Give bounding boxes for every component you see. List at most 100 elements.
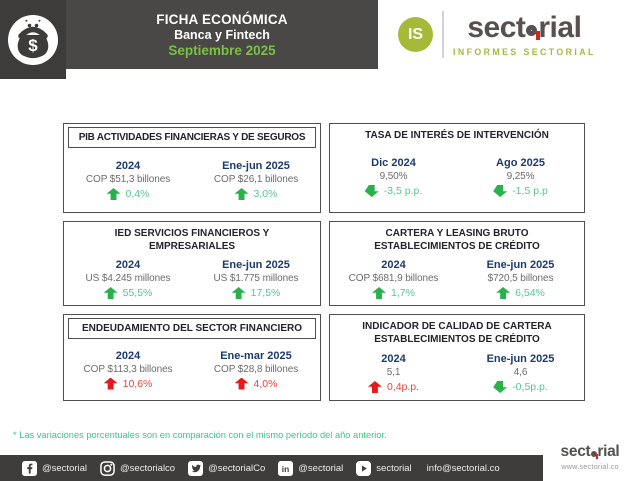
stat-value: 4,6	[513, 367, 528, 378]
stat-block: 2024 COP $681,9 billones 1,7%	[330, 259, 457, 299]
stat-change: -3,5 p.p.	[383, 185, 423, 197]
brand-tagline: INFORMES SECTORIAL	[453, 46, 596, 57]
stat-change: 4,0%	[253, 377, 278, 390]
trend-arrow-icon	[103, 377, 118, 390]
facebook-link[interactable]: @sectorial	[22, 460, 88, 476]
stat-block: 2024 5,1 0,4p.p.	[330, 353, 457, 393]
brand-name-pre: sect	[467, 10, 526, 44]
card-endeudamiento: ENDEUDAMIENTO DEL SECTOR FINANCIERO 2024…	[63, 314, 321, 401]
linkedin-icon: in	[278, 460, 294, 476]
brand-wordmark: sect rial	[467, 10, 582, 44]
contact-email[interactable]: info@sectorial.co	[426, 462, 500, 474]
stat-value: 9,50%	[379, 171, 408, 182]
card-title: IED SERVICIOS FINANCIEROS Y EMPRESARIALE…	[114, 228, 270, 252]
twitter-handle: @sectorialCo	[208, 462, 266, 474]
stat-change: 1,7%	[391, 287, 415, 299]
stat-block: Ene-jun 2025 4,6 -0,5p.p.	[457, 353, 584, 393]
trend-arrow-icon	[367, 381, 382, 393]
stat-block: Ene-mar 2025 COP $28,8 billones 4,0%	[192, 350, 320, 390]
stat-period: Ene-jun 2025	[222, 259, 290, 271]
trend-arrow-icon	[234, 377, 249, 390]
website-url[interactable]: www.sectorial.co	[561, 461, 619, 471]
card-title: CARTERA Y LEASING BRUTO ESTABLECIMIENTOS…	[374, 228, 540, 252]
stat-period: Ene-jun 2025	[486, 353, 555, 365]
card-title: INDICADOR DE CALIDAD DE CARTERA ESTABLEC…	[362, 321, 552, 345]
linkedin-handle: @sectorial	[298, 462, 344, 474]
trend-arrow-icon	[496, 287, 511, 299]
header-title-block: FICHA ECONÓMICA Banca y Fintech Septiemb…	[66, 0, 378, 69]
stat-change: 0,4p.p.	[386, 381, 420, 393]
stat-value: 9,25%	[506, 171, 535, 182]
stat-change: -0,5p.p.	[512, 381, 548, 393]
card-calidad-cartera: INDICADOR DE CALIDAD DE CARTERA ESTABLEC…	[329, 314, 585, 401]
stat-block: 2024 US $4.245 millones 55,5%	[64, 259, 192, 299]
card-title: ENDEUDAMIENTO DEL SECTOR FINANCIERO	[68, 318, 316, 339]
dollar-glyph: $	[28, 36, 38, 55]
stat-block: 2024 COP $51,3 billones 0,4%	[64, 160, 192, 200]
trend-arrow-icon	[234, 188, 249, 200]
stat-change: 55,5%	[122, 287, 153, 299]
date-subtitle: Septiembre 2025	[168, 42, 276, 58]
footer-name-pre: sect	[560, 443, 591, 460]
stat-value: COP $28,8 billones	[213, 363, 299, 375]
stat-period: 2024	[381, 353, 406, 365]
youtube-handle: sectorial	[376, 462, 412, 474]
twitter-icon	[188, 460, 204, 476]
brand-name-post: rial	[538, 10, 582, 44]
stat-value: COP $113,3 billones	[83, 363, 173, 375]
stat-value: US $1.775 millones	[213, 273, 299, 284]
facebook-handle: @sectorial	[42, 462, 88, 474]
stat-change: 17,5%	[250, 287, 281, 299]
trend-arrow-icon	[231, 287, 246, 299]
instagram-link[interactable]: @sectorialco	[100, 460, 176, 476]
brand-o-icon	[526, 25, 540, 40]
stat-period: Ene-mar 2025	[220, 349, 292, 362]
trend-arrow-icon	[372, 287, 387, 299]
stat-change: 0,4%	[125, 188, 150, 200]
stat-period: Ago 2025	[496, 157, 545, 169]
stat-period: 2024	[115, 349, 141, 362]
card-title: PIB ACTIVIDADES FINANCIERAS Y DE SEGUROS	[68, 127, 316, 148]
trend-arrow-icon	[364, 185, 379, 197]
stat-period: 2024	[115, 160, 141, 172]
stat-block: Ene-jun 2025 $720,5 billones 6,54%	[457, 259, 584, 299]
svg-text:in: in	[282, 464, 289, 474]
stat-change: 10,6%	[122, 377, 153, 390]
stat-period: 2024	[381, 259, 406, 271]
trend-arrow-icon	[493, 381, 508, 393]
youtube-link[interactable]: sectorial	[356, 460, 412, 476]
sector-subtitle: Banca y Fintech	[174, 27, 270, 42]
stat-period: Ene-jun 2025	[486, 259, 555, 271]
stat-period: Ene-jun 2025	[222, 160, 290, 172]
trend-arrow-icon	[493, 185, 508, 197]
card-pib: PIB ACTIVIDADES FINANCIERAS Y DE SEGUROS…	[63, 123, 321, 213]
stat-value: 5,1	[386, 367, 401, 378]
stat-value: COP $51,3 billones	[85, 174, 171, 185]
footer-wordmark: sect rial	[561, 444, 620, 460]
card-title: TASA DE INTERÉS DE INTERVENCIÓN	[365, 130, 549, 141]
stat-value: US $4.245 millones	[85, 273, 171, 284]
stat-block: Ene-jun 2025 US $1.775 millones 17,5%	[192, 259, 320, 299]
social-bar: @sectorial @sectorialco @sectorialCo in …	[0, 455, 543, 481]
card-tasa-interes: TASA DE INTERÉS DE INTERVENCIÓN Dic 2024…	[329, 123, 585, 213]
ficha-title: FICHA ECONÓMICA	[156, 11, 288, 27]
trend-arrow-icon	[103, 287, 118, 299]
brand-divider	[442, 11, 444, 58]
stat-change: 3,0%	[253, 188, 278, 200]
is-badge-icon: IS	[398, 17, 433, 52]
stat-block: Ene-jun 2025 COP $26,1 billones 3,0%	[192, 160, 320, 200]
footnote: * Las variaciones porcentuales son en co…	[13, 430, 387, 440]
twitter-link[interactable]: @sectorialCo	[188, 460, 266, 476]
stat-change: -1,5 p.p	[512, 185, 548, 197]
indicator-cards-grid: PIB ACTIVIDADES FINANCIERAS Y DE SEGUROS…	[63, 123, 585, 401]
instagram-icon	[100, 460, 115, 476]
stat-block: 2024 COP $113,3 billones 10,6%	[64, 350, 192, 390]
coin-purse-icon: $	[8, 14, 58, 65]
stat-block: Dic 2024 9,50% -3,5 p.p.	[330, 157, 457, 197]
instagram-handle: @sectorialco	[120, 462, 176, 474]
footer-name-post: rial	[597, 443, 620, 460]
card-cartera-leasing: CARTERA Y LEASING BRUTO ESTABLECIMIENTOS…	[329, 221, 585, 306]
stat-period: 2024	[115, 259, 141, 271]
linkedin-link[interactable]: in @sectorial	[278, 460, 344, 476]
youtube-icon	[356, 460, 372, 476]
